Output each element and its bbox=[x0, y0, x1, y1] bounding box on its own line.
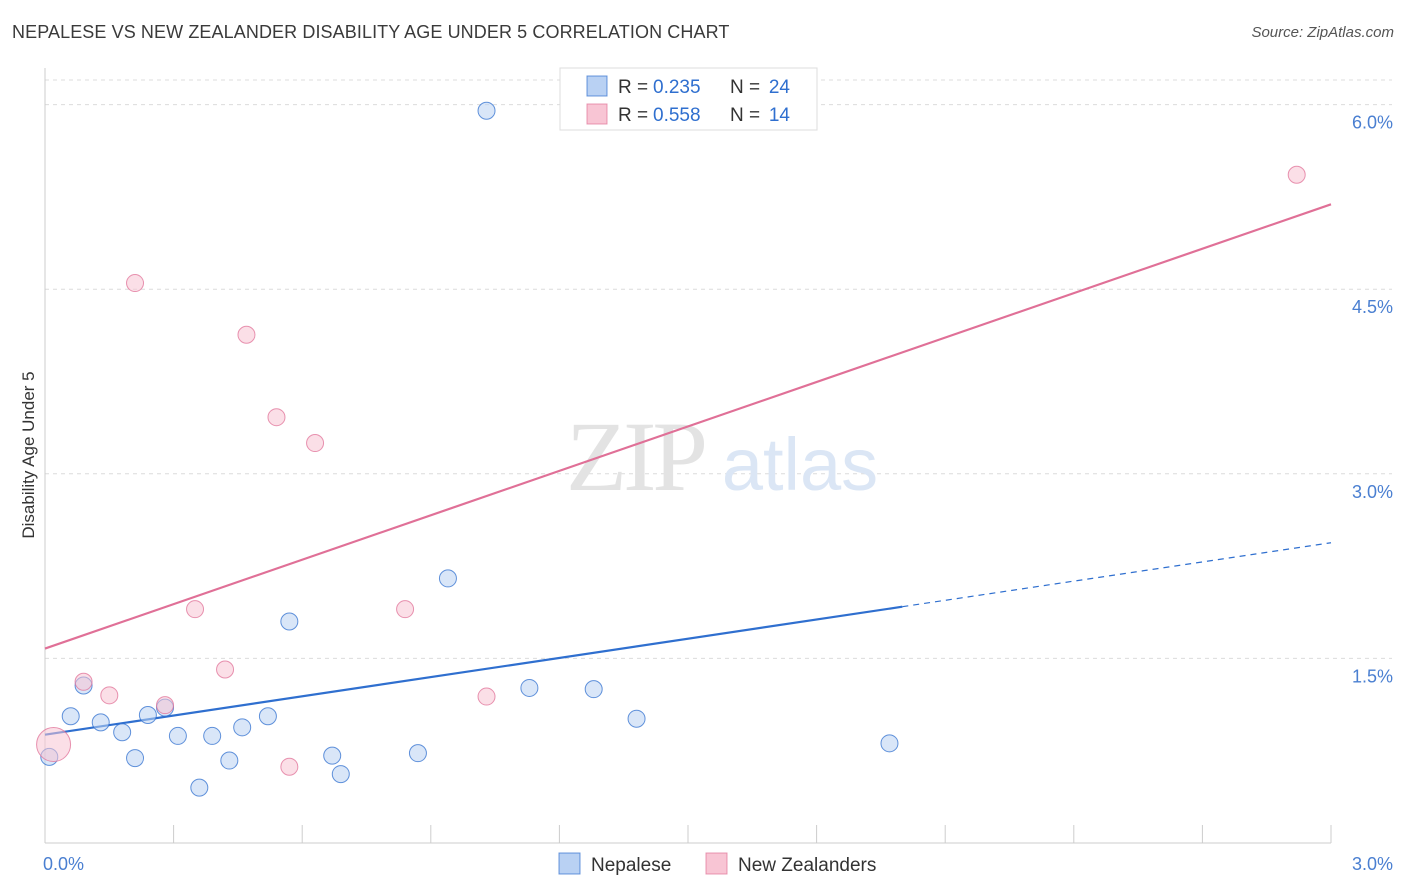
blue-point bbox=[520, 678, 539, 697]
blue-point bbox=[331, 765, 350, 784]
blue-point bbox=[233, 718, 252, 737]
blue-point bbox=[323, 746, 342, 765]
legend-n-label: N = bbox=[730, 105, 760, 126]
pink-point bbox=[126, 274, 145, 293]
bottom-legend: Nepalese New Zealanders bbox=[558, 852, 876, 876]
blue-point bbox=[258, 707, 277, 726]
y-tick-label: 4.5% bbox=[1352, 297, 1393, 317]
blue-point bbox=[408, 744, 427, 763]
legend-n-value: 24 bbox=[769, 77, 791, 98]
chart-title: NEPALESE VS NEW ZEALANDER DISABILITY AGE… bbox=[12, 22, 730, 42]
pink-point bbox=[36, 727, 72, 763]
pink-bottom-label: New Zealanders bbox=[738, 855, 876, 876]
x-tick-label: 3.0% bbox=[1352, 854, 1393, 874]
blue-bottom-swatch bbox=[558, 852, 581, 875]
y-tick-label: 1.5% bbox=[1352, 666, 1393, 686]
blue-point bbox=[220, 751, 239, 770]
legend-r-value: 0.235 bbox=[653, 77, 701, 98]
pink-bottom-swatch bbox=[705, 852, 728, 875]
data-points bbox=[36, 101, 1306, 797]
tick-labels: 1.5% 3.0% 4.5% 6.0% 0.0% 3.0% bbox=[43, 113, 1393, 874]
source-label: Source: ZipAtlas.com bbox=[1251, 24, 1394, 41]
legend-n-label: N = bbox=[730, 77, 760, 98]
grid bbox=[45, 79, 1392, 659]
blue-point bbox=[438, 569, 457, 588]
blue-point bbox=[91, 713, 110, 732]
blue-point bbox=[477, 101, 496, 120]
pink-point bbox=[396, 600, 415, 619]
blue-point bbox=[203, 726, 222, 745]
watermark: ZIP atlas bbox=[566, 401, 878, 512]
pink-point bbox=[280, 757, 299, 776]
blue-legend-swatch bbox=[586, 75, 608, 97]
pink-legend-swatch bbox=[586, 103, 608, 125]
pink-point bbox=[186, 600, 205, 619]
blue-point bbox=[113, 723, 132, 742]
axes bbox=[44, 68, 1332, 844]
legend-r-value: 0.558 bbox=[653, 105, 701, 126]
blue-point bbox=[138, 706, 157, 725]
x-tick-label: 0.0% bbox=[43, 854, 84, 874]
legend-r-label: R = bbox=[618, 77, 648, 98]
pink-point bbox=[306, 434, 325, 453]
blue-trend-line bbox=[44, 605, 903, 736]
blue-point bbox=[880, 734, 899, 753]
blue-point bbox=[280, 612, 299, 631]
blue-trend-extension bbox=[902, 542, 1332, 608]
pink-point bbox=[156, 696, 175, 715]
blue-bottom-label: Nepalese bbox=[591, 855, 671, 876]
watermark-atlas: atlas bbox=[722, 423, 878, 506]
blue-point bbox=[126, 749, 145, 768]
y-tick-label: 3.0% bbox=[1352, 482, 1393, 502]
blue-point bbox=[61, 707, 80, 726]
pink-point bbox=[1287, 165, 1306, 184]
pink-point bbox=[74, 672, 93, 691]
pink-trend-line bbox=[44, 203, 1332, 650]
blue-point bbox=[584, 680, 603, 699]
pink-point bbox=[216, 660, 235, 679]
y-axis-title: Disability Age Under 5 bbox=[19, 371, 38, 538]
pink-point bbox=[100, 686, 119, 705]
top-legend: R = 0.235 N = 24 R = 0.558 N = 14 bbox=[559, 67, 818, 131]
blue-point bbox=[190, 778, 209, 797]
trend-lines bbox=[44, 203, 1332, 736]
legend-r-label: R = bbox=[618, 105, 648, 126]
blue-point bbox=[627, 709, 646, 728]
pink-point bbox=[477, 687, 496, 706]
pink-point bbox=[237, 325, 256, 344]
watermark-zip: ZIP bbox=[566, 401, 704, 512]
pink-point bbox=[267, 408, 286, 427]
legend-n-value: 14 bbox=[769, 105, 791, 126]
blue-point bbox=[168, 726, 187, 745]
y-tick-label: 6.0% bbox=[1352, 113, 1393, 133]
